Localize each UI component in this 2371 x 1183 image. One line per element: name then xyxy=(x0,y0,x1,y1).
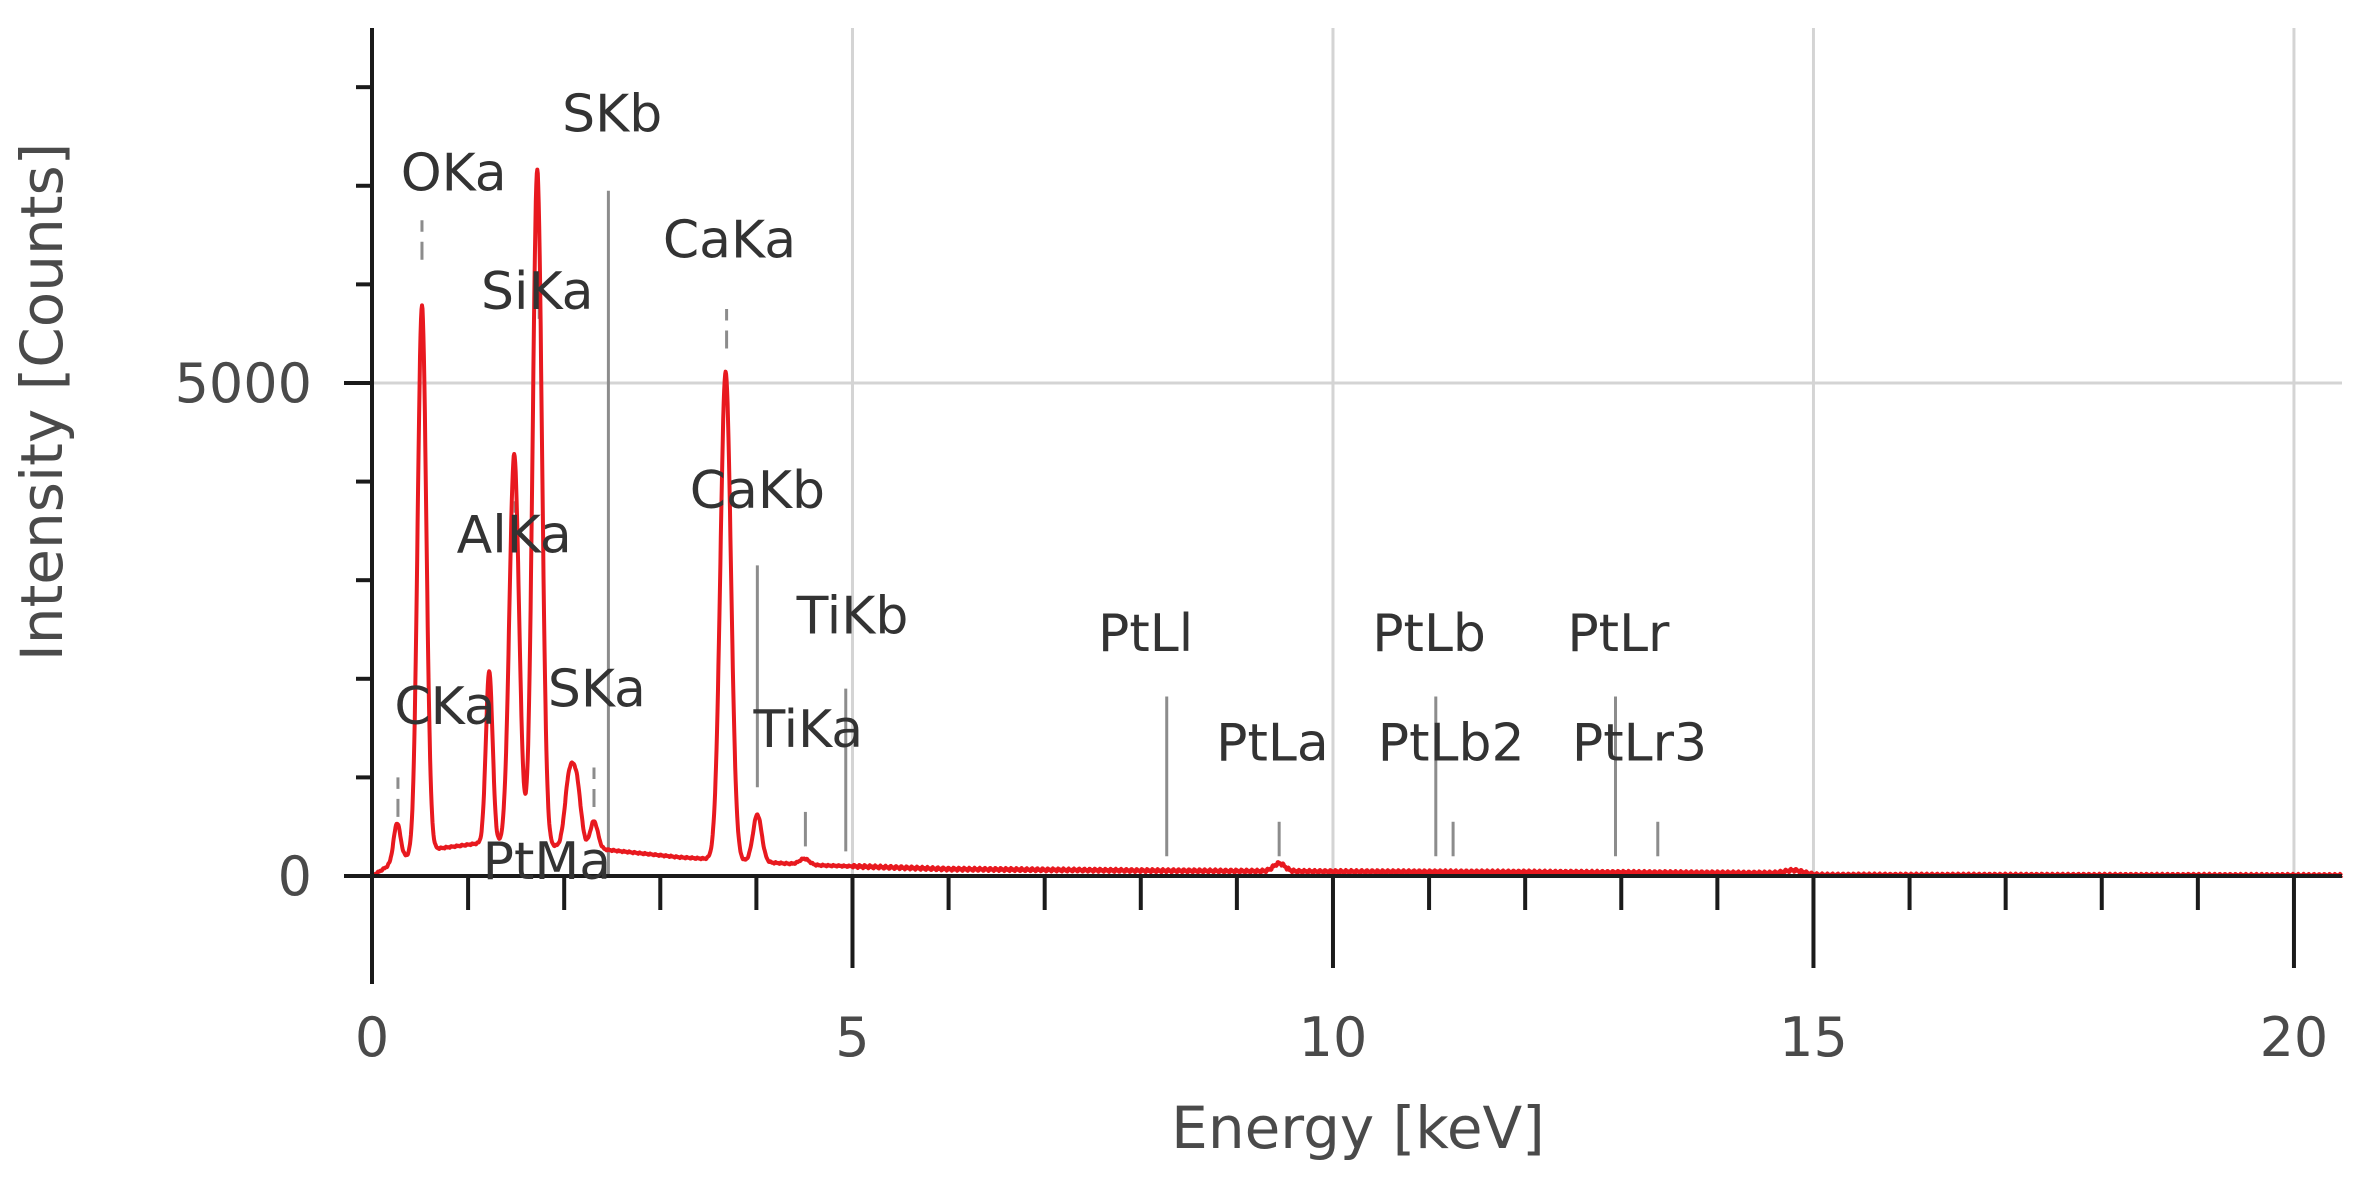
x-tick-label: 10 xyxy=(1299,1006,1368,1069)
peak-label-tika: TiKa xyxy=(752,700,863,760)
gridlines xyxy=(372,28,2342,876)
peak-label-ska: SKa xyxy=(548,659,646,719)
peak-label-ptlb: PtLb xyxy=(1372,604,1486,664)
x-tick-label: 0 xyxy=(355,1006,389,1069)
peak-label-ptll: PtLl xyxy=(1098,604,1193,664)
peak-label-alka: AlKa xyxy=(457,506,572,566)
plot-area xyxy=(372,28,2342,876)
y-tick-label: 5000 xyxy=(175,352,312,415)
x-axis-title: Energy [keV] xyxy=(1171,1094,1545,1162)
x-tick-label: 15 xyxy=(1779,1006,1848,1069)
peak-label-tikb: TiKb xyxy=(796,586,909,646)
peak-label-ptlr3: PtLr3 xyxy=(1572,714,1707,774)
peak-labels: OKa SKb SiKa CaKa CaKb AlKa TiKb PtLl PtLb PtLr SK… xyxy=(394,85,1707,892)
axis-ticks: 0 5 10 15 20 0 5000 xyxy=(175,85,2329,1069)
x-tick-label: 20 xyxy=(2260,1006,2329,1069)
peak-label-oka: OKa xyxy=(401,144,507,204)
peak-label-ptla: PtLa xyxy=(1216,714,1329,774)
peak-label-ptlb2: PtLb2 xyxy=(1378,714,1525,774)
peak-label-skb: SKb xyxy=(562,85,662,145)
peak-label-ptlr: PtLr xyxy=(1567,604,1670,664)
x-tick-label: 5 xyxy=(835,1006,869,1069)
peak-label-cakb: CaKb xyxy=(690,461,825,521)
peak-label-sika: SiKa xyxy=(481,262,594,322)
y-axis-title: Intensity [Counts] xyxy=(8,143,76,662)
y-tick-label: 0 xyxy=(278,845,312,908)
peak-label-caka: CaKa xyxy=(663,211,796,271)
peak-label-cka: CKa xyxy=(394,677,495,737)
peak-label-ptma: PtMa xyxy=(483,832,611,892)
element-marker-lines xyxy=(396,190,1660,876)
